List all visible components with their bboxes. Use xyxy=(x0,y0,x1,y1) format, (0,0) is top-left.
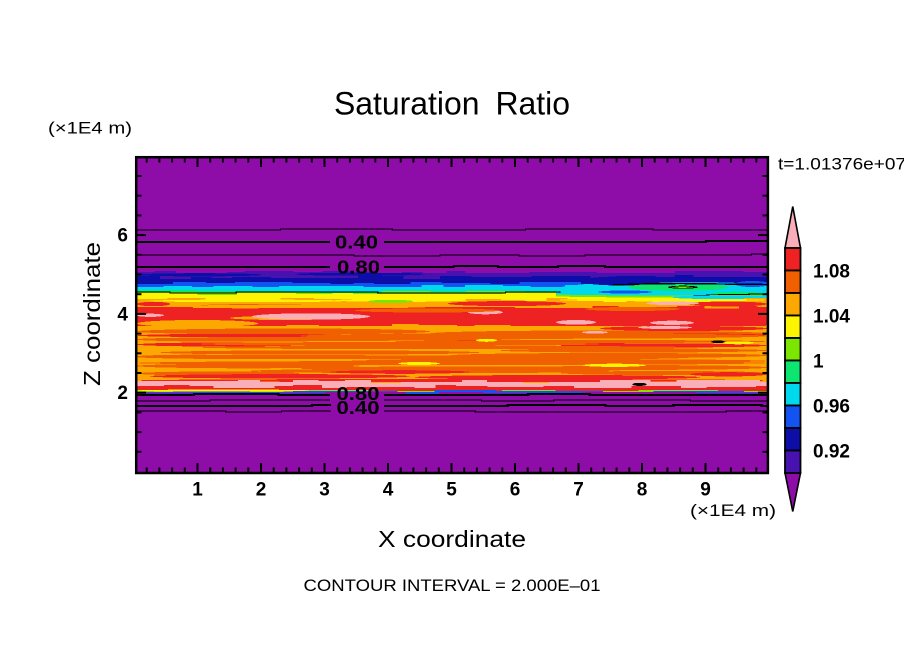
svg-text:0.40: 0.40 xyxy=(335,233,378,253)
svg-text:3: 3 xyxy=(319,480,330,501)
svg-text:1.08: 1.08 xyxy=(813,261,850,282)
svg-text:CONTOUR INTERVAL = 2.000E–01: CONTOUR INTERVAL = 2.000E–01 xyxy=(304,576,601,595)
svg-text:X coordinate: X coordinate xyxy=(378,526,526,552)
svg-text:8: 8 xyxy=(637,480,648,501)
svg-text:6: 6 xyxy=(510,480,521,501)
svg-text:5: 5 xyxy=(446,480,457,501)
svg-text:Saturation Ratio: Saturation Ratio xyxy=(334,86,570,122)
svg-text:0.80: 0.80 xyxy=(337,384,380,404)
svg-text:0.92: 0.92 xyxy=(813,441,850,462)
svg-text:1: 1 xyxy=(192,480,203,501)
svg-text:9: 9 xyxy=(700,480,711,501)
svg-text:2: 2 xyxy=(117,383,128,404)
svg-text:4: 4 xyxy=(117,304,128,325)
svg-text:Z coordinate: Z coordinate xyxy=(79,242,105,386)
svg-text:1.04: 1.04 xyxy=(813,306,850,327)
svg-text:0.40: 0.40 xyxy=(337,398,380,418)
svg-text:(×1E4 m): (×1E4 m) xyxy=(48,119,132,138)
svg-text:t=1.01376e+07: t=1.01376e+07 xyxy=(778,155,904,174)
svg-text:0.96: 0.96 xyxy=(813,396,850,417)
svg-text:7: 7 xyxy=(573,480,584,501)
svg-text:(×1E4 m): (×1E4 m) xyxy=(690,501,776,520)
svg-text:4: 4 xyxy=(383,480,394,501)
svg-text:1: 1 xyxy=(813,351,824,372)
svg-text:0.80: 0.80 xyxy=(337,258,380,278)
svg-text:6: 6 xyxy=(117,226,128,247)
svg-text:2: 2 xyxy=(256,480,267,501)
